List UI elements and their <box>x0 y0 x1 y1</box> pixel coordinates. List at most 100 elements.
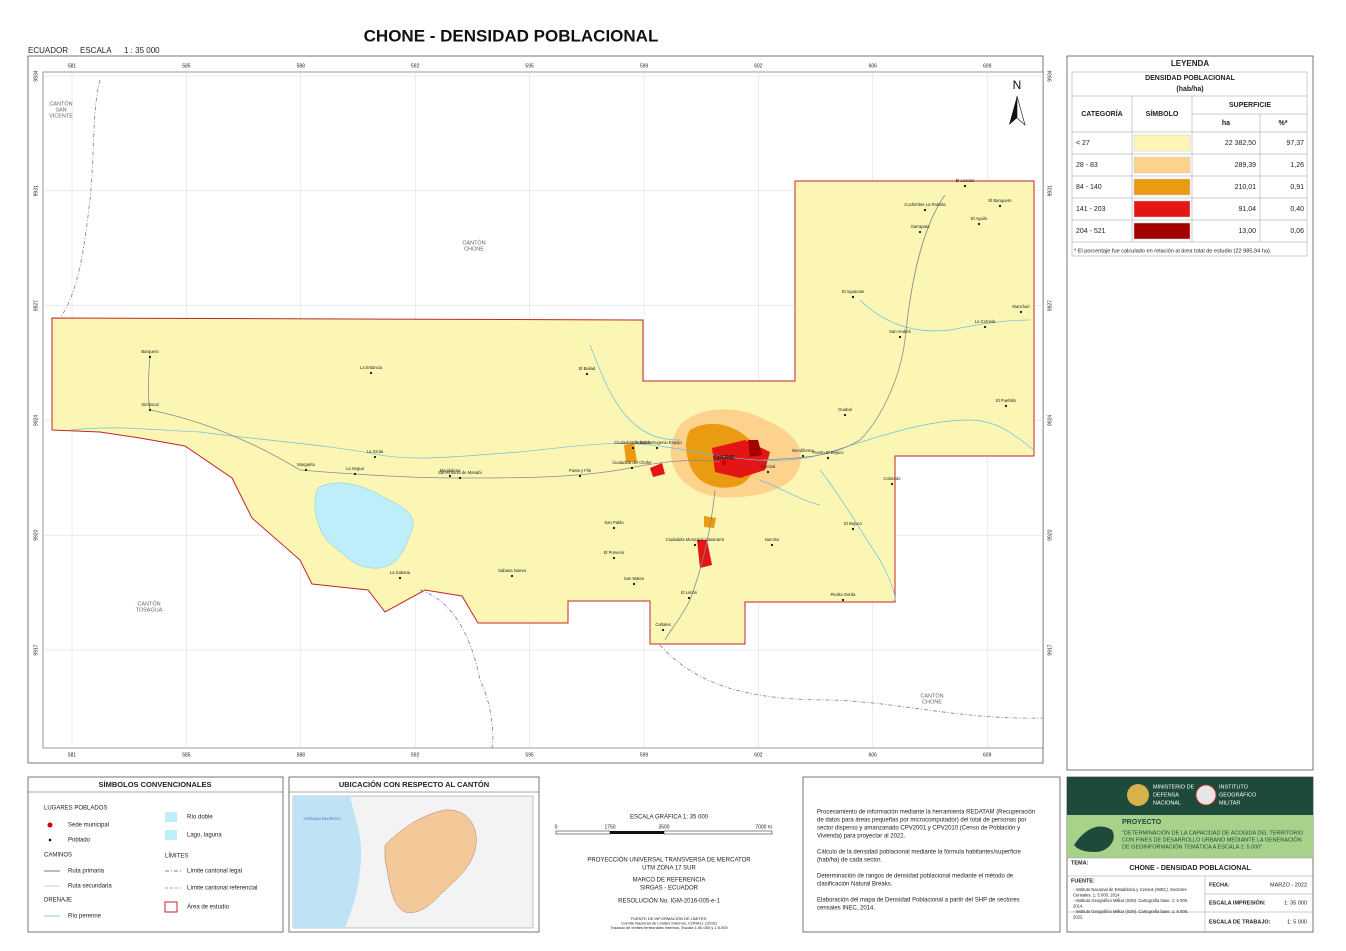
place-marker <box>843 413 847 417</box>
y-tick-label: 9934 <box>33 70 39 81</box>
x-tick-label: 609 <box>983 63 992 69</box>
place-label: Colorado <box>884 476 902 481</box>
north-label: N <box>1013 78 1022 92</box>
panel-title: UBICACIÓN CON RESPECTO AL CANTÓN <box>339 780 489 789</box>
canton-shape <box>384 809 477 913</box>
legend-category: 84 - 140 <box>1076 184 1102 191</box>
legend-swatch <box>1133 222 1191 240</box>
place-marker <box>148 408 152 412</box>
symbol-label: Límite cantonal referencial <box>187 886 257 892</box>
place-marker <box>898 335 902 339</box>
lake-symbol <box>165 830 177 840</box>
place-marker <box>369 371 373 375</box>
group-title: LÍMITES <box>165 853 188 860</box>
legend-percent: 0,40 <box>1290 206 1304 213</box>
place-marker <box>851 527 855 531</box>
note-line: Determinación de rangos de densidad pobl… <box>817 874 1014 880</box>
place-marker <box>998 204 1002 208</box>
scale-label: ESCALA <box>80 46 112 55</box>
seat-marker <box>721 460 727 466</box>
y-tick-label: 9927 <box>33 300 39 311</box>
symbol-label: Área de estudio <box>187 904 230 911</box>
group-title: DRENAJE <box>44 898 72 904</box>
scale: 1 : 35 000 <box>124 46 160 55</box>
source-line: - Instituto Geográfico Militar (IGM). Ca… <box>1073 909 1188 914</box>
legend-category: 141 - 203 <box>1076 206 1106 213</box>
print-scale: 1: 35 000 <box>1284 900 1307 906</box>
place-label: El Aguacate <box>842 289 865 294</box>
x-tick-label: 606 <box>869 752 878 758</box>
column-header: SUPERFICIE <box>1229 102 1271 109</box>
ministry-name: NACIONAL <box>1153 800 1181 806</box>
place-label: El Bailad <box>579 366 596 371</box>
place-marker <box>923 208 927 212</box>
note-line: (hab/ha) de cada sector. <box>817 858 882 864</box>
place-marker <box>770 543 774 547</box>
date: MARZO - 2022 <box>1270 882 1307 888</box>
place-label: Barquero <box>141 349 159 354</box>
limits-source: FUENTE DE INFORMACIÓN DE LÍMITES: <box>631 916 708 921</box>
column-header: SÍMBOLO <box>1146 109 1179 118</box>
symbol-label: Lago, laguna <box>187 833 222 839</box>
symbols-panel <box>27 776 284 933</box>
place-label: San Andrés <box>889 329 911 334</box>
village-symbol <box>48 838 52 842</box>
legend-swatch <box>1133 200 1191 218</box>
scale-bar-label: 1750 <box>604 824 615 830</box>
y-tick-label: 9934 <box>1047 70 1053 81</box>
scale-bar-label: 7000 m <box>755 824 772 830</box>
legend-category: 204 - 521 <box>1076 228 1106 235</box>
x-tick-label: 599 <box>640 63 649 69</box>
project-label: PROYECTO <box>1122 819 1162 826</box>
ocean <box>293 796 362 928</box>
country: ECUADOR <box>28 46 68 55</box>
x-tick-label: 595 <box>525 63 534 69</box>
field-label: ESCALA IMPRESIÓN: <box>1209 898 1266 906</box>
place-marker <box>148 355 152 359</box>
project-text: DE GEOINFORMACIÓN TEMÁTICA A ESCALA 1: 5… <box>1122 843 1262 850</box>
legend-area: 22 382,50 <box>1225 140 1256 147</box>
notes-panel <box>802 776 1061 933</box>
place-label: Ciudadela de Marzo <box>614 440 652 445</box>
x-tick-label: 609 <box>983 752 992 758</box>
place-label: Carrizal <box>761 464 775 469</box>
scale-bar-label: 0 <box>555 824 558 830</box>
scale-bar <box>555 830 773 835</box>
place-label: Piedra Gorda <box>831 592 857 597</box>
place-label: Magdalena <box>440 468 461 473</box>
limits-source: Trazado de límites territoriales interno… <box>610 925 728 930</box>
place-label: El Banquero <box>988 198 1012 203</box>
place-marker <box>398 576 402 580</box>
note-line: clasificación Natural Breaks. <box>817 882 893 888</box>
place-marker <box>687 596 691 600</box>
work-scale: 1: 5 000 <box>1287 919 1307 925</box>
legend-subtitle: DENSIDAD POBLACIONAL <box>1145 75 1236 82</box>
x-tick-label: 581 <box>68 63 77 69</box>
place-marker <box>766 470 770 474</box>
place-marker <box>1019 310 1023 314</box>
note-line: Cálculo de la densidad poblacional media… <box>817 850 1021 856</box>
field-label: FECHA: <box>1209 882 1230 888</box>
place-marker <box>304 468 308 472</box>
rivers <box>69 299 1035 601</box>
column-header: ha <box>1222 120 1230 127</box>
place-label: El Porvenir <box>604 550 625 555</box>
x-tick-label: 606 <box>869 63 878 69</box>
place-marker <box>373 455 377 459</box>
institute-name: GEOGRÁFICO <box>1219 791 1257 798</box>
institute-name: MILITAR <box>1219 800 1240 806</box>
y-tick-label: 9920 <box>1047 529 1053 540</box>
canton-label: VICENTE <box>49 113 73 119</box>
canton-label: TOSAGUA <box>136 607 163 613</box>
cantonal-limits <box>59 79 1044 749</box>
place-label: El Pueblito <box>996 398 1017 403</box>
place-marker <box>578 474 582 478</box>
place-marker <box>890 482 894 486</box>
note-line: Vivienda) para proyectar al 2022. <box>817 834 906 840</box>
theme: CHONE - DENSIDAD POBLACIONAL <box>1129 865 1251 872</box>
place-marker <box>448 474 452 478</box>
place-label: San Mateo <box>624 576 645 581</box>
place-label: San Antonio de Manabí <box>438 470 482 475</box>
note-line: censales INEC, 2014. <box>817 906 875 912</box>
scale-graphic: ESCALA GRÁFICA 1: 35 000 <box>630 814 709 821</box>
